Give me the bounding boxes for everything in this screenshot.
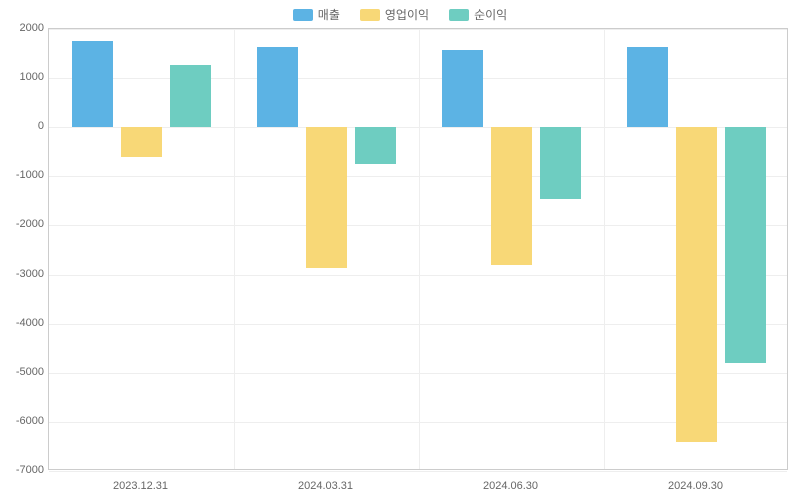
gridline-h — [49, 78, 787, 79]
bar — [257, 47, 298, 127]
y-axis-label: -5000 — [0, 366, 44, 378]
legend: 매출 영업이익 순이익 — [0, 0, 800, 29]
bar — [442, 50, 483, 128]
legend-item: 매출 — [293, 6, 340, 23]
x-axis-label: 2024.06.30 — [483, 480, 538, 492]
legend-swatch — [449, 9, 469, 21]
y-axis-label: 0 — [0, 120, 44, 132]
bar — [306, 127, 347, 268]
y-axis-label: -6000 — [0, 415, 44, 427]
y-axis-label: -1000 — [0, 169, 44, 181]
legend-item: 순이익 — [449, 6, 507, 23]
gridline-v — [419, 29, 420, 469]
bar — [540, 127, 581, 199]
y-axis-label: -4000 — [0, 317, 44, 329]
legend-label: 순이익 — [474, 6, 507, 23]
y-axis-label: -2000 — [0, 218, 44, 230]
bar — [676, 127, 717, 441]
gridline-v — [234, 29, 235, 469]
x-axis-label: 2024.03.31 — [298, 480, 353, 492]
bar — [72, 41, 113, 127]
y-axis-label: -7000 — [0, 464, 44, 476]
x-axis-label: 2023.12.31 — [113, 480, 168, 492]
bar — [725, 127, 766, 363]
bar — [627, 47, 668, 128]
y-axis-label: 2000 — [0, 22, 44, 34]
legend-swatch — [360, 9, 380, 21]
chart-plot-area — [48, 28, 788, 470]
gridline-v — [604, 29, 605, 469]
x-axis-label: 2024.09.30 — [668, 480, 723, 492]
legend-swatch — [293, 9, 313, 21]
bar — [170, 65, 211, 127]
y-axis-label: 1000 — [0, 71, 44, 83]
legend-label: 영업이익 — [385, 6, 429, 23]
y-axis-label: -3000 — [0, 268, 44, 280]
gridline-h — [49, 471, 787, 472]
legend-label: 매출 — [318, 6, 340, 23]
bar — [355, 127, 396, 163]
bar — [491, 127, 532, 265]
legend-item: 영업이익 — [360, 6, 429, 23]
bar — [121, 127, 162, 156]
gridline-h — [49, 29, 787, 30]
